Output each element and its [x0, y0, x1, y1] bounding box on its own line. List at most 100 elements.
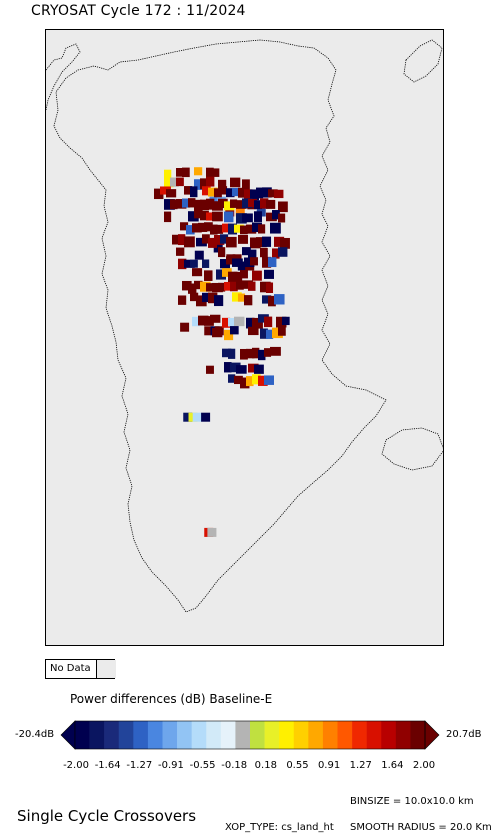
crossover-cell [208, 292, 218, 304]
crossover-cell [202, 259, 210, 268]
crossover-cell [242, 280, 253, 289]
crossover-cell [276, 316, 287, 328]
crossover-cell [222, 348, 232, 358]
crossover-cell [218, 282, 226, 292]
colorbar-tick-label: -2.00 [63, 760, 89, 771]
crossover-cell [207, 527, 217, 537]
colorbar-tick-label: 1.64 [381, 760, 404, 771]
crossover-cell [266, 329, 274, 339]
crossover-cell [206, 283, 217, 292]
crossover-cell [208, 237, 218, 248]
crossover-cell [254, 364, 264, 374]
crossover-cell [182, 167, 190, 178]
crossover-cell [224, 281, 233, 291]
colorbar-border [74, 720, 426, 750]
crossover-cell [240, 270, 248, 279]
crossover-cell [240, 377, 250, 389]
crossover-cell [242, 198, 253, 209]
crossover-cell [180, 322, 190, 332]
crossover-cell [164, 169, 172, 179]
colorbar-swatch [410, 721, 426, 749]
crossover-cell [250, 237, 261, 249]
crossover-cell [222, 223, 232, 233]
crossover-cell [270, 346, 281, 356]
colorbar-swatch [322, 721, 338, 749]
colorbar-tick-label: 1.27 [349, 760, 372, 771]
crossover-cell [182, 280, 192, 291]
crossover-cell [216, 269, 227, 280]
crossover-cell [262, 256, 272, 268]
crossover-cell [206, 176, 215, 187]
crossover-cell [224, 329, 234, 341]
crossover-cells [154, 167, 290, 537]
crossover-cell [230, 281, 238, 292]
crossover-cell [194, 210, 203, 219]
crossover-cell [190, 292, 199, 302]
crossover-cell [246, 348, 255, 359]
colorbar-tick-label: -1.27 [126, 760, 153, 771]
crossover-cell [212, 211, 223, 222]
colorbar-swatch [381, 721, 397, 749]
crossover-cell [222, 268, 232, 277]
xop-type-text: XOP_TYPE: cs_land_ht [225, 822, 334, 833]
crossover-cell [238, 234, 248, 244]
crossover-cell [246, 317, 255, 329]
crossover-cell [186, 225, 195, 235]
crossover-cell [194, 280, 203, 290]
crossover-cell [183, 412, 193, 422]
colorbar-swatch [264, 721, 280, 749]
crossover-cell [236, 213, 247, 224]
colorbar-tick-label: 2.00 [412, 760, 436, 771]
crossover-cell [196, 237, 207, 247]
crossover-cell [262, 187, 272, 198]
crossover-cell [278, 213, 286, 223]
colorbar-tick-label: -0.91 [157, 760, 184, 771]
colorbar-swatch [75, 721, 90, 749]
crossover-cell [270, 222, 281, 234]
crossover-cell [192, 223, 202, 233]
colorbar-max-arrow [424, 720, 440, 750]
crossover-cell [220, 234, 229, 244]
colorbar-swatch [191, 721, 207, 749]
crossover-cell [256, 237, 267, 248]
crossover-cell [266, 212, 277, 222]
crossover-cell [248, 249, 257, 259]
nodata-legend: No Data [45, 659, 116, 679]
crossover-cell [206, 198, 215, 210]
crossover-cell [216, 224, 224, 234]
crossover-cell [166, 189, 177, 198]
crossover-cell [242, 213, 253, 223]
crossover-cell [208, 187, 218, 197]
crossover-cell [212, 168, 220, 177]
crossover-cell [248, 363, 259, 373]
crossover-cell [228, 348, 236, 359]
crossover-cell [172, 234, 182, 245]
crossover-cell [262, 236, 272, 247]
crossover-cell [198, 315, 209, 326]
crossover-cell [252, 270, 262, 281]
crossover-cell [258, 349, 266, 361]
crossover-cell [204, 316, 214, 326]
crossover-cell [228, 271, 238, 283]
crossover-cell [274, 236, 285, 247]
crossover-cell [176, 199, 187, 209]
crossover-cell [240, 225, 248, 235]
nodata-swatch [96, 660, 116, 678]
colorbar-swatch [308, 721, 324, 749]
crossover-cell [268, 295, 276, 307]
crossover-cell [178, 234, 186, 246]
crossover-cell [280, 237, 290, 249]
crossover-cell [200, 199, 210, 211]
crossover-cell [202, 234, 210, 244]
crossover-cell [194, 179, 205, 190]
crossover-cell [258, 224, 266, 234]
crossover-cell [232, 258, 243, 267]
crossover-cell [188, 283, 197, 294]
colorbar-tick-label: 0.18 [254, 760, 277, 771]
crossover-cell [248, 198, 258, 208]
colorbar-swatch [220, 721, 236, 749]
crossover-cell [178, 295, 187, 305]
crossover-cell [154, 188, 164, 200]
crossover-cell [206, 365, 214, 374]
colorbar-swatch [177, 721, 192, 749]
